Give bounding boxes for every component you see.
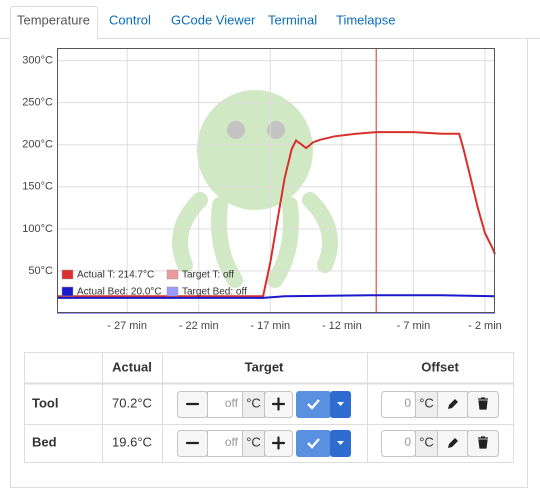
column-header: Target [245,359,284,374]
offset-value: 0 [404,396,411,410]
series-line [57,131,496,298]
x-tick-label: - 2 min [468,320,502,332]
trash-icon [478,397,488,410]
active-tab-box [10,6,98,39]
table-border [24,352,514,463]
unit-label: °C [419,434,434,449]
watermark [172,90,338,288]
column-header: Offset [421,359,459,374]
temperature-table: Actual Target Offset [24,352,514,463]
actual-temp: 70.2°C [112,395,152,410]
temperature-chart: 50°C 100°C 150°C 200°C 250°C 300°C - 27 min - 2… [22,48,502,332]
actual-temp: 19.6°C [112,434,152,449]
tab[interactable]: GCode Viewer [171,12,256,27]
table-rows: Tool 70.2°C off °C 0 °C Bed 19.6°C off °C 0 °C [32,391,499,457]
legend-label: Target T: off [182,270,234,281]
y-tick-label: 50°C [28,265,53,277]
plot-border [57,48,495,313]
tab[interactable]: Control [109,12,151,27]
tab[interactable]: Terminal [268,12,317,27]
check-icon [307,399,320,410]
row-label: Tool [32,395,58,410]
pencil-icon [448,438,458,448]
x-tick-label: - 17 min [250,320,290,332]
tab[interactable]: Timelapse [336,12,395,27]
row-label: Bed [32,434,57,449]
x-tick-label: - 12 min [322,320,362,332]
legend-swatch [166,269,179,280]
legend-swatch [166,286,179,297]
y-tick-label: 300°C [22,55,53,67]
legend-swatch [61,286,74,297]
caret-icon [337,402,344,406]
y-tick-label: 250°C [22,97,53,109]
caret-icon [337,441,344,445]
y-tick-label: 100°C [22,223,53,235]
target-placeholder: off [225,396,239,410]
unit-label: °C [246,434,261,449]
edit-offset-button[interactable] [437,430,468,457]
offset-value: 0 [404,435,411,449]
legend-swatch [61,269,74,280]
target-placeholder: off [225,435,239,449]
x-tick-label: - 22 min [179,320,219,332]
column-header: Actual [112,359,152,374]
legend-label: Actual T: 214.7°C [77,270,154,281]
y-tick-label: 150°C [22,181,53,193]
tab[interactable]: Temperature [17,12,90,27]
unit-label: °C [419,395,434,410]
series-line [57,294,496,299]
x-tick-label: - 7 min [397,320,431,332]
y-tick-label: 200°C [22,139,53,151]
trash-icon [478,436,488,449]
legend-label: Actual Bed: 20.0°C [77,287,162,298]
x-tick-label: - 27 min [107,320,147,332]
tab-panel [10,38,528,488]
unit-label: °C [246,395,261,410]
check-icon [307,438,320,449]
icon [271,436,286,450]
pencil-icon [448,399,458,409]
legend-label: Target Bed: off [182,287,247,298]
icon [271,397,286,411]
